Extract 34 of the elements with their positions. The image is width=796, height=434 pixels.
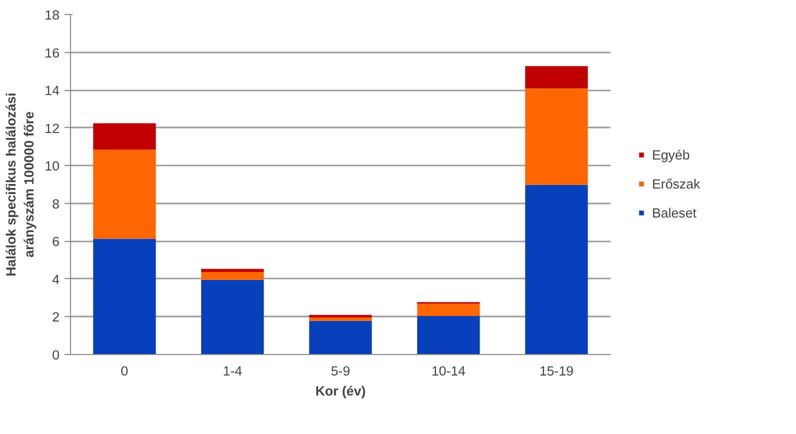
y-tick-label: 6 (52, 234, 60, 250)
y-tick-label: 10 (44, 158, 60, 174)
y-tick-label: 12 (44, 120, 60, 136)
x-tick-label: 1-4 (222, 364, 243, 378)
y-tick-label: 4 (52, 272, 60, 287)
bar (309, 317, 372, 321)
legend-label: Erőszak (652, 176, 700, 191)
x-tick-label: 5-9 (330, 364, 350, 378)
x-tick-label: 10-14 (431, 364, 466, 378)
bar (525, 66, 588, 88)
bar (201, 280, 264, 354)
bar (525, 88, 588, 185)
bar (93, 238, 156, 354)
y-tick-label: 16 (44, 45, 60, 60)
y-tick-label: 0 (52, 348, 60, 362)
y-tick-label: 8 (52, 196, 60, 212)
x-axis-title: Kor (év) (315, 384, 366, 398)
bar (525, 184, 588, 354)
y-axis-title: Halálok specifikus halálozási arányszám 100000 főre (4, 92, 37, 276)
x-tick-label: 0 (120, 364, 128, 378)
y-tick-label: 14 (44, 83, 60, 98)
y-tick-label: 2 (52, 310, 60, 325)
bar (417, 316, 480, 354)
bar (93, 150, 156, 239)
legend-label: Baleset (652, 205, 696, 220)
y-tick-label: 18 (44, 8, 60, 22)
x-tick-label: 15-19 (539, 364, 574, 378)
bar (201, 268, 264, 272)
bar (417, 304, 480, 316)
legend-label: Egyéb (652, 147, 690, 162)
bar (309, 314, 372, 318)
bar (93, 123, 156, 150)
bar (201, 272, 264, 280)
bar (309, 320, 372, 354)
